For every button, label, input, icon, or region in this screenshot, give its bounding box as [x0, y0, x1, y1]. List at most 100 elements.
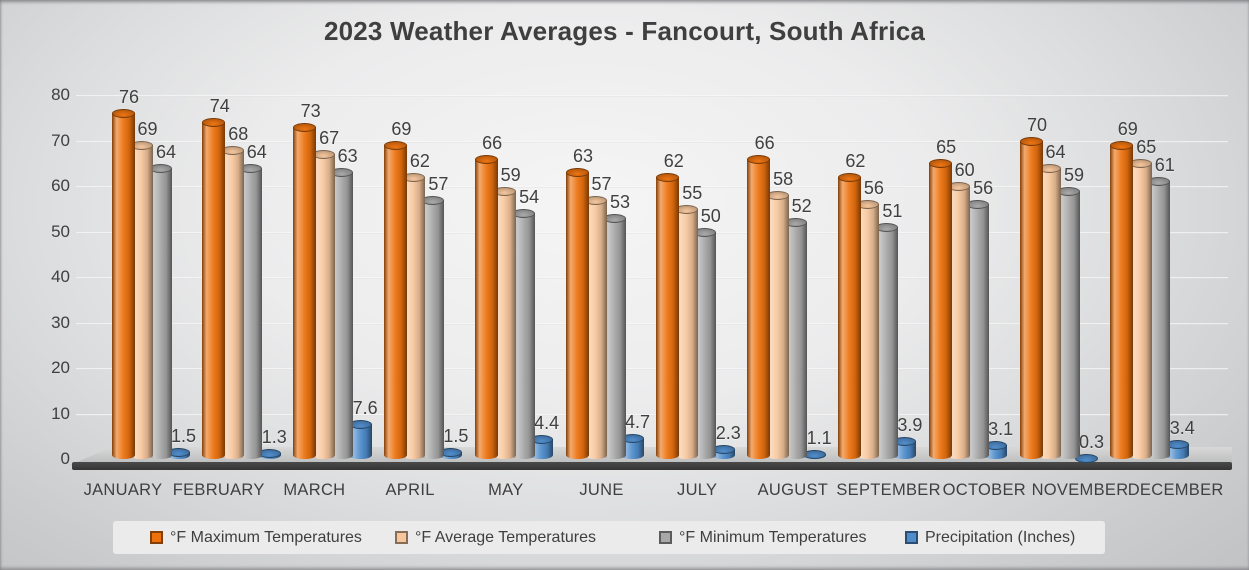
- bar-f-average-temperatures-april: [402, 172, 426, 459]
- gridline-20: [76, 368, 1228, 370]
- value-label-f-maximum-temperatures-october: 65: [936, 137, 957, 158]
- value-label-precipitation-inches-august: 1.1: [806, 427, 832, 448]
- value-label-precipitation-inches-june: 4.7: [624, 411, 651, 432]
- value-label-precipitation-inches-july: 2.3: [715, 422, 741, 443]
- value-label-f-maximum-temperatures-november: 70: [1026, 114, 1048, 135]
- legend-item-precipitation-inches: Precipitation (Inches): [905, 521, 1075, 554]
- bar-f-maximum-temperatures-september: [837, 172, 861, 459]
- gridline-70: [76, 140, 1228, 143]
- value-label-f-average-temperatures-june: 57: [591, 173, 612, 194]
- value-label-f-minimum-temperatures-january: 64: [155, 141, 177, 162]
- cylinder-cap: [747, 154, 771, 164]
- bar-f-maximum-temperatures-july: [656, 172, 680, 459]
- cylinder-cap: [111, 109, 135, 119]
- cylinder-body: [530, 438, 554, 459]
- cylinder-body: [784, 222, 808, 459]
- cylinder-body: [1056, 190, 1080, 459]
- value-label-f-average-temperatures-may: 59: [500, 164, 521, 185]
- cylinder-body: [693, 231, 717, 459]
- legend-label-precipitation-inches: Precipitation (Inches): [925, 528, 1076, 546]
- gridline-10: [76, 413, 1228, 416]
- cylinder-cap: [565, 168, 589, 178]
- legend-label-f-minimum-temperatures: °F Minimum Temperatures: [679, 528, 867, 546]
- bar-f-maximum-temperatures-march: [293, 122, 317, 459]
- floor-front-edge: [72, 462, 1232, 470]
- cylinder-body: [493, 190, 517, 459]
- value-label-precipitation-inches-january: 1.5: [170, 426, 197, 447]
- cylinder-body: [565, 172, 589, 459]
- legend-swatch-f-minimum-temperatures: [659, 531, 672, 544]
- x-axis-label-april: APRIL: [385, 481, 435, 499]
- value-label-f-maximum-temperatures-march: 73: [300, 100, 321, 121]
- cylinder-body: [765, 195, 789, 459]
- x-axis-label-june: JUNE: [579, 481, 624, 499]
- gridline-40: [76, 277, 1228, 279]
- value-label-f-maximum-temperatures-december: 69: [1117, 119, 1138, 140]
- cylinder-body: [711, 448, 735, 459]
- cylinder-cap: [1019, 136, 1043, 146]
- value-label-f-maximum-temperatures-august: 66: [754, 132, 775, 153]
- y-tick-label-0: 0: [60, 449, 70, 468]
- cylinder-body: [928, 163, 952, 459]
- x-axis-label-december: DECEMBER: [1127, 481, 1224, 499]
- x-axis-label-may: MAY: [488, 481, 524, 499]
- x-axis-label-august: AUGUST: [757, 481, 829, 499]
- value-label-f-maximum-temperatures-july: 62: [663, 150, 684, 171]
- cylinder-cap: [1110, 141, 1134, 151]
- value-label-f-minimum-temperatures-february: 64: [246, 141, 267, 162]
- y-tick-label-40: 40: [51, 267, 70, 286]
- legend: °F Maximum Temperatures °F Average Temper…: [113, 521, 1105, 554]
- value-label-f-minimum-temperatures-september: 51: [882, 200, 903, 221]
- y-tick-label-30: 30: [51, 312, 70, 332]
- bar-f-average-temperatures-march: [311, 150, 335, 459]
- cylinder-body: [1128, 163, 1152, 459]
- value-label-f-average-temperatures-january: 69: [137, 119, 158, 140]
- value-label-precipitation-inches-february: 1.3: [261, 427, 287, 448]
- value-label-precipitation-inches-march: 7.6: [352, 398, 378, 419]
- y-tick-label-80: 80: [51, 85, 70, 104]
- value-label-f-maximum-temperatures-september: 62: [845, 150, 866, 171]
- legend-item-f-maximum-temperatures: °F Maximum Temperatures: [150, 521, 362, 554]
- x-axis-label-october: OCTOBER: [942, 481, 1026, 499]
- y-tick-label-50: 50: [51, 221, 70, 241]
- cylinder-body: [402, 176, 426, 459]
- gridline-50: [76, 231, 1228, 234]
- bar-precipitation-inches-october: [984, 440, 1008, 459]
- y-tick-label-70: 70: [51, 130, 70, 150]
- cylinder-body: [856, 204, 880, 459]
- cylinder-body: [420, 199, 444, 459]
- cylinder-body: [893, 441, 917, 459]
- bar-f-minimum-temperatures-april: [420, 195, 444, 459]
- value-label-f-minimum-temperatures-july: 50: [700, 205, 721, 226]
- x-axis-label-november: NOVEMBER: [1031, 481, 1129, 499]
- bar-f-maximum-temperatures-april: [383, 141, 407, 459]
- y-tick-label-60: 60: [51, 176, 70, 195]
- cylinder-body: [747, 158, 771, 459]
- bar-f-maximum-temperatures-february: [202, 118, 226, 459]
- cylinder-body: [1110, 145, 1134, 459]
- bar-f-maximum-temperatures-june: [565, 168, 589, 459]
- cylinder-cap: [383, 141, 407, 151]
- cylinder-body: [111, 113, 135, 459]
- cylinder-body: [874, 226, 898, 459]
- cylinder-body: [947, 186, 971, 459]
- bar-f-maximum-temperatures-may: [474, 154, 498, 459]
- cylinder-body: [1019, 140, 1043, 459]
- cylinder-body: [511, 213, 535, 459]
- bar-f-maximum-temperatures-november: [1019, 136, 1043, 459]
- cylinder-body: [293, 126, 317, 459]
- value-label-precipitation-inches-april: 1.5: [443, 426, 469, 447]
- cylinder-cap: [474, 154, 498, 164]
- value-label-precipitation-inches-november: 0.3: [1078, 431, 1105, 452]
- cylinder-body: [383, 145, 407, 459]
- value-label-f-maximum-temperatures-april: 69: [391, 119, 412, 140]
- cylinder-body: [148, 167, 172, 459]
- cylinder-cap: [293, 122, 317, 132]
- legend-item-f-average-temperatures: °F Average Temperatures: [395, 521, 596, 554]
- legend-swatch-precipitation-inches: [905, 531, 918, 544]
- value-label-f-average-temperatures-april: 62: [409, 150, 430, 171]
- value-label-f-average-temperatures-july: 55: [682, 182, 703, 203]
- gridline-80: [76, 95, 1228, 97]
- value-label-f-minimum-temperatures-october: 56: [973, 178, 994, 199]
